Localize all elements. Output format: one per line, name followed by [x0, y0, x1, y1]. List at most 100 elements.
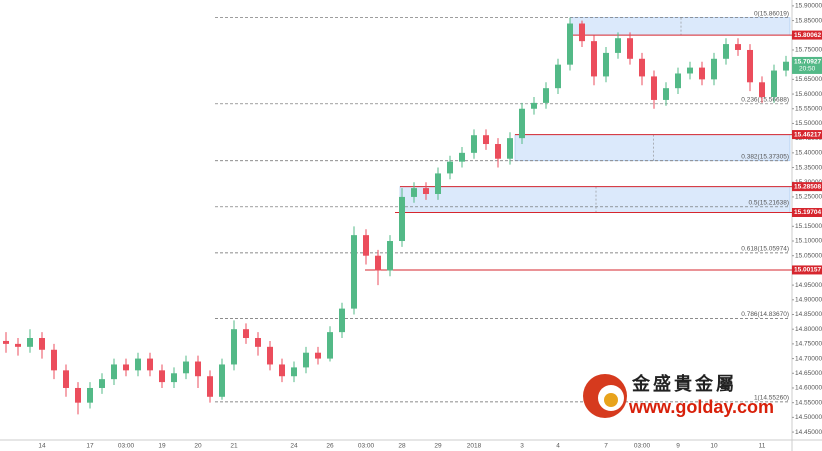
zone	[514, 134, 791, 162]
y-tick-label: 15.05000	[795, 252, 822, 259]
x-tick-label: 9	[676, 443, 680, 450]
candle-body	[579, 23, 585, 42]
candle-body	[423, 188, 429, 194]
x-tick-label: 24	[290, 443, 298, 450]
candle-body	[531, 102, 537, 109]
candle-body	[459, 152, 465, 162]
zone	[569, 17, 791, 36]
candle-body	[315, 352, 321, 359]
countdown: 20:50	[799, 66, 816, 73]
price-tag	[792, 207, 822, 217]
last-price-label: 15.70927	[794, 59, 821, 66]
y-tick-label: 15.50000	[795, 120, 822, 127]
fib-label: 0.236(15.56688)	[741, 97, 789, 104]
y-tick-label: 15.85000	[795, 17, 822, 24]
candle-body	[735, 44, 741, 50]
candle-body	[627, 38, 633, 59]
price-tag-label: 15.00157	[794, 267, 821, 274]
zone	[399, 186, 791, 213]
price-tag-label: 15.46217	[794, 131, 821, 138]
y-tick-label: 14.55000	[795, 399, 822, 406]
candle-body	[339, 308, 345, 333]
candle-body	[471, 135, 477, 153]
x-tick-label: 20	[194, 443, 202, 450]
x-tick-label: 10	[710, 443, 718, 450]
y-tick-label: 15.55000	[795, 105, 822, 112]
candle-body	[543, 88, 549, 103]
y-tick-label: 15.65000	[795, 76, 822, 83]
candle-body	[399, 196, 405, 242]
y-tick-label: 14.90000	[795, 297, 822, 304]
candle-body	[519, 108, 525, 139]
candle-body	[87, 387, 93, 403]
candle-body	[327, 332, 333, 359]
candle-body	[63, 370, 69, 388]
candle-body	[171, 373, 177, 383]
fib-label: 0.786(14.83670)	[741, 311, 789, 318]
y-tick-label: 15.40000	[795, 150, 822, 157]
x-tick-label: 21	[230, 443, 238, 450]
candle-body	[555, 64, 561, 89]
candle-body	[711, 58, 717, 80]
y-tick-label: 15.60000	[795, 91, 822, 98]
candle-body	[723, 44, 729, 59]
price-tag	[792, 130, 822, 140]
y-tick-label: 15.15000	[795, 223, 822, 230]
candle-body	[243, 329, 249, 339]
logo-dot	[604, 393, 618, 407]
y-tick-label: 14.60000	[795, 385, 822, 392]
x-tick-label: 7	[604, 443, 608, 450]
candle-body	[363, 235, 369, 256]
candle-body	[27, 338, 33, 347]
candle-body	[375, 255, 381, 271]
y-tick-label: 14.80000	[795, 326, 822, 333]
candle-body	[387, 241, 393, 271]
y-tick-label: 15.75000	[795, 47, 822, 54]
candle-body	[495, 144, 501, 159]
fib-label: 0.618(15.05974)	[741, 246, 789, 253]
x-tick-label: 3	[520, 443, 524, 450]
candle-body	[255, 338, 261, 347]
watermark-name: 金盛貴金屬	[631, 373, 737, 394]
x-tick-label: 11	[759, 443, 766, 450]
price-tag	[792, 182, 822, 192]
price-tag	[792, 265, 822, 275]
fib-label: 0.5(15.21638)	[749, 200, 789, 207]
last-price-tag	[792, 56, 822, 74]
x-tick-label: 4	[556, 443, 560, 450]
y-tick-label: 14.50000	[795, 414, 822, 421]
candle-body	[483, 135, 489, 145]
candle-body	[15, 343, 21, 347]
candle-body	[783, 61, 789, 71]
price-tag-label: 15.19704	[794, 209, 821, 216]
fib-label: 0.382(15.37305)	[741, 153, 789, 160]
x-tick-label: 03:00	[634, 443, 651, 450]
y-tick-label: 14.70000	[795, 355, 822, 362]
candle-body	[135, 358, 141, 371]
x-tick-label: 03:00	[358, 443, 375, 450]
candle-body	[99, 379, 105, 388]
candle-body	[603, 52, 609, 77]
candle-body	[435, 173, 441, 194]
price-tag-label: 15.80062	[794, 32, 821, 39]
candle-body	[507, 138, 513, 159]
candle-body	[771, 70, 777, 97]
y-tick-label: 14.45000	[795, 429, 822, 436]
candle-body	[411, 188, 417, 197]
y-tick-label: 14.95000	[795, 282, 822, 289]
candle-body	[639, 58, 645, 77]
candle-body	[351, 235, 357, 309]
candle-body	[207, 376, 213, 397]
candle-body	[699, 67, 705, 80]
x-tick-label: 26	[326, 443, 334, 450]
candle-body	[3, 340, 9, 344]
fib-label: 1(14.55260)	[754, 395, 789, 402]
candle-body	[159, 370, 165, 383]
candle-body	[231, 329, 237, 365]
candle-body	[279, 364, 285, 377]
candle-body	[303, 352, 309, 368]
candle-body	[123, 364, 129, 371]
y-tick-label: 15.90000	[795, 3, 822, 10]
